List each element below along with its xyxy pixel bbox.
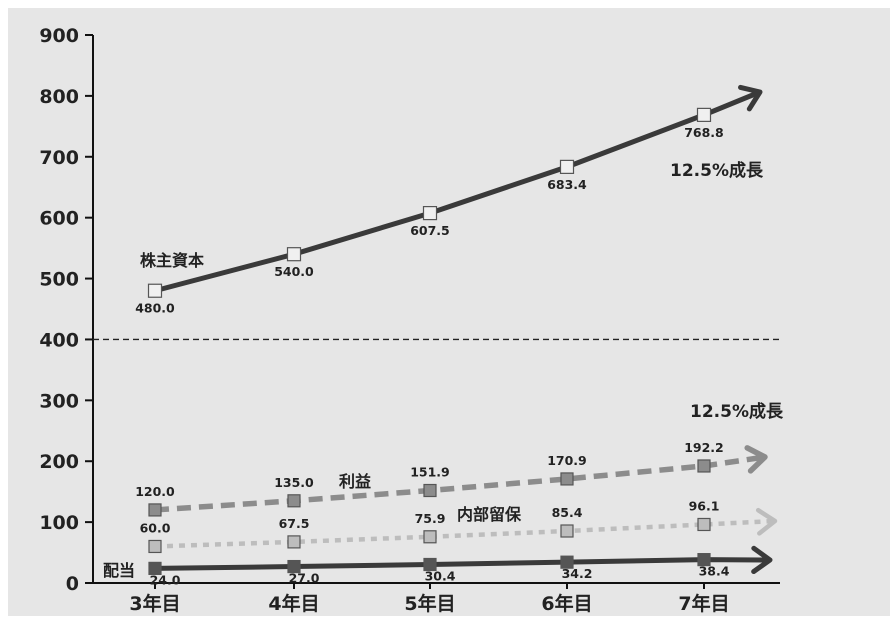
data-label: 34.2 xyxy=(562,566,593,581)
data-label: 151.9 xyxy=(410,465,450,480)
data-label: 120.0 xyxy=(135,484,175,499)
data-point-marker xyxy=(422,206,438,221)
data-point-marker xyxy=(559,159,575,174)
data-point-marker xyxy=(560,555,574,569)
data-label: 67.5 xyxy=(279,516,310,531)
y-tick-label: 200 xyxy=(39,451,79,473)
y-tick-label: 600 xyxy=(39,208,79,230)
data-label: 24.0 xyxy=(150,572,181,587)
data-label: 96.1 xyxy=(689,498,720,513)
data-point-marker xyxy=(423,557,437,572)
data-point-marker xyxy=(147,283,163,298)
data-label: 75.9 xyxy=(415,511,446,526)
data-point-marker xyxy=(697,553,711,567)
data-label: 135.0 xyxy=(274,475,314,490)
data-point-marker xyxy=(560,472,574,486)
y-tick-label: 900 xyxy=(39,25,79,47)
series-arrowhead xyxy=(744,445,768,474)
data-point-marker xyxy=(148,503,162,517)
series-line xyxy=(154,557,771,571)
data-label: 60.0 xyxy=(140,520,171,535)
data-label: 38.4 xyxy=(699,564,730,579)
y-tick-label: 0 xyxy=(66,573,79,595)
data-label: 170.9 xyxy=(547,453,587,468)
x-tick-label: 3年目 xyxy=(129,592,180,615)
data-label: 480.0 xyxy=(135,301,175,316)
data-point-marker xyxy=(697,517,711,532)
data-label: 607.5 xyxy=(410,223,450,238)
data-point-marker xyxy=(287,559,301,574)
y-tick-label: 700 xyxy=(39,147,79,169)
y-tick-label: 800 xyxy=(39,86,79,108)
series-line xyxy=(154,454,766,513)
data-label: 30.4 xyxy=(425,568,456,583)
series-arrowhead xyxy=(751,545,773,575)
series-name-label: 株主資本 xyxy=(140,251,204,270)
data-point-marker xyxy=(148,539,162,554)
x-tick-label: 7年目 xyxy=(678,592,729,615)
growth-annotation-top: 12.5%成長 xyxy=(670,160,764,181)
series-line xyxy=(154,89,761,294)
y-tick-label: 300 xyxy=(39,390,79,412)
y-tick-label: 100 xyxy=(39,512,79,534)
data-point-marker xyxy=(696,107,712,122)
data-point-marker xyxy=(697,459,711,473)
series-arrowhead xyxy=(738,84,763,112)
data-point-marker xyxy=(423,530,437,544)
data-label: 85.4 xyxy=(552,505,583,520)
y-tick-label: 500 xyxy=(39,269,79,291)
data-point-marker xyxy=(148,561,162,575)
data-label: 192.2 xyxy=(684,440,724,455)
x-tick-label: 4年目 xyxy=(268,592,319,615)
data-label: 683.4 xyxy=(547,177,587,192)
data-label: 540.0 xyxy=(274,264,314,279)
growth-annotation-bottom: 12.5%成長 xyxy=(690,401,784,422)
data-label: 27.0 xyxy=(289,571,320,586)
y-tick-label: 400 xyxy=(39,329,79,351)
x-tick-label: 5年目 xyxy=(404,592,455,615)
data-point-marker xyxy=(286,247,302,262)
series-arrowhead xyxy=(755,507,778,536)
series-name-label: 配当 xyxy=(103,561,135,580)
x-tick-label: 6年目 xyxy=(541,592,592,615)
series-name-label: 内部留保 xyxy=(457,505,522,524)
data-point-marker xyxy=(560,524,574,538)
data-point-marker xyxy=(423,483,437,498)
data-point-marker xyxy=(287,535,301,549)
data-point-marker xyxy=(287,494,301,508)
data-label: 768.8 xyxy=(684,125,724,140)
series-name-label: 利益 xyxy=(339,472,371,491)
